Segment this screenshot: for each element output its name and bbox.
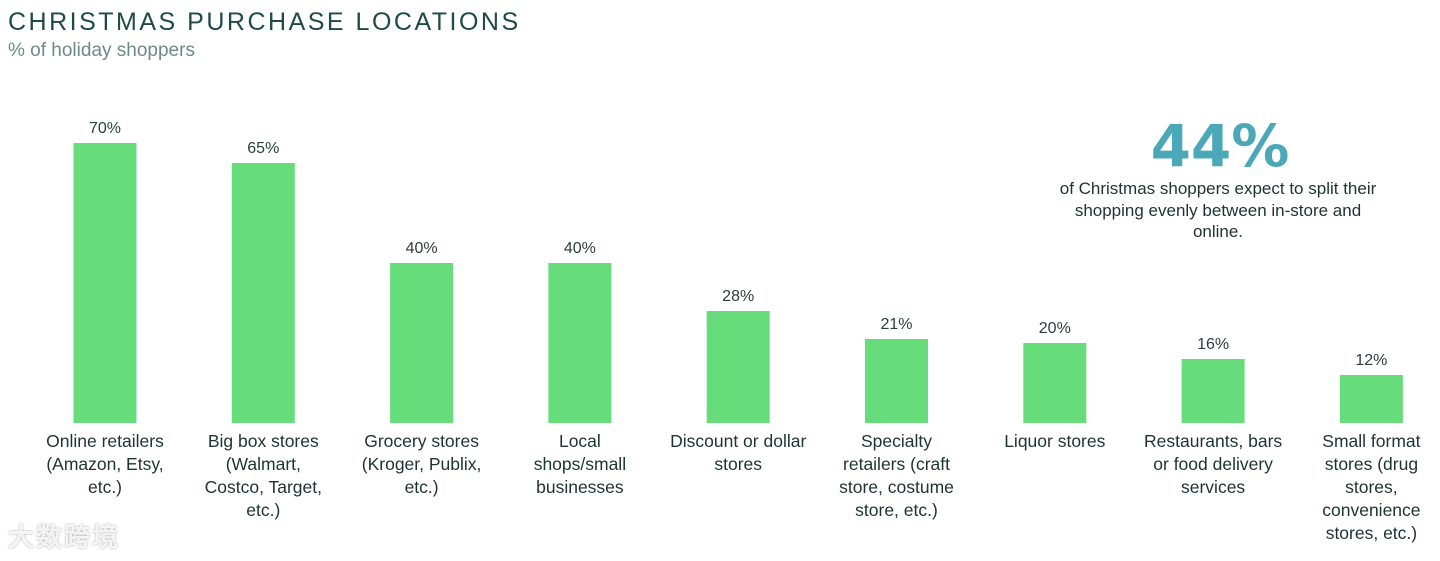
category-label-3: Local shops/small businesses: [534, 431, 626, 497]
bar-5: [865, 339, 928, 423]
category-label-2: Grocery stores (Kroger, Publix, etc.): [362, 431, 482, 497]
bar-8: [1339, 375, 1403, 423]
data-label-6: 20%: [1039, 320, 1071, 337]
category-label-1: Big box stores (Walmart, Costco, Target, et…: [205, 431, 322, 520]
bar-0: [73, 143, 137, 423]
bar-2: [390, 263, 454, 423]
watermark-text: 大数跨境: [8, 522, 121, 552]
category-label-5: Specialty retailers (craft store, costume s…: [839, 431, 954, 520]
bar-7: [1181, 359, 1245, 423]
chart-title: CHRISTMAS PURCHASE LOCATIONS: [8, 8, 521, 36]
category-label-8: Small format stores (drug stores, convenien…: [1322, 431, 1420, 543]
data-label-4: 28%: [722, 288, 754, 305]
category-label-0: Online retailers (Amazon, Etsy, etc.): [46, 431, 164, 497]
category-label-6: Liquor stores: [1004, 431, 1105, 451]
bar-3: [548, 263, 612, 423]
data-label-2: 40%: [406, 240, 438, 257]
data-label-0: 70%: [89, 120, 121, 137]
bar-1: [231, 163, 295, 423]
callout-value: 44%: [1150, 112, 1290, 180]
bar-6: [1023, 343, 1087, 423]
data-label-7: 16%: [1197, 336, 1229, 353]
data-label-5: 21%: [880, 316, 912, 333]
data-label-3: 40%: [564, 240, 596, 257]
data-label-8: 12%: [1355, 352, 1387, 369]
chart-subtitle: % of holiday shoppers: [8, 40, 195, 61]
bar-4: [706, 311, 770, 423]
category-label-7: Restaurants, bars or food delivery service…: [1144, 431, 1282, 497]
callout-text: of Christmas shoppers expect to split th…: [1059, 179, 1377, 241]
data-label-1: 65%: [247, 140, 279, 157]
category-label-4: Discount or dollar stores: [670, 431, 806, 474]
